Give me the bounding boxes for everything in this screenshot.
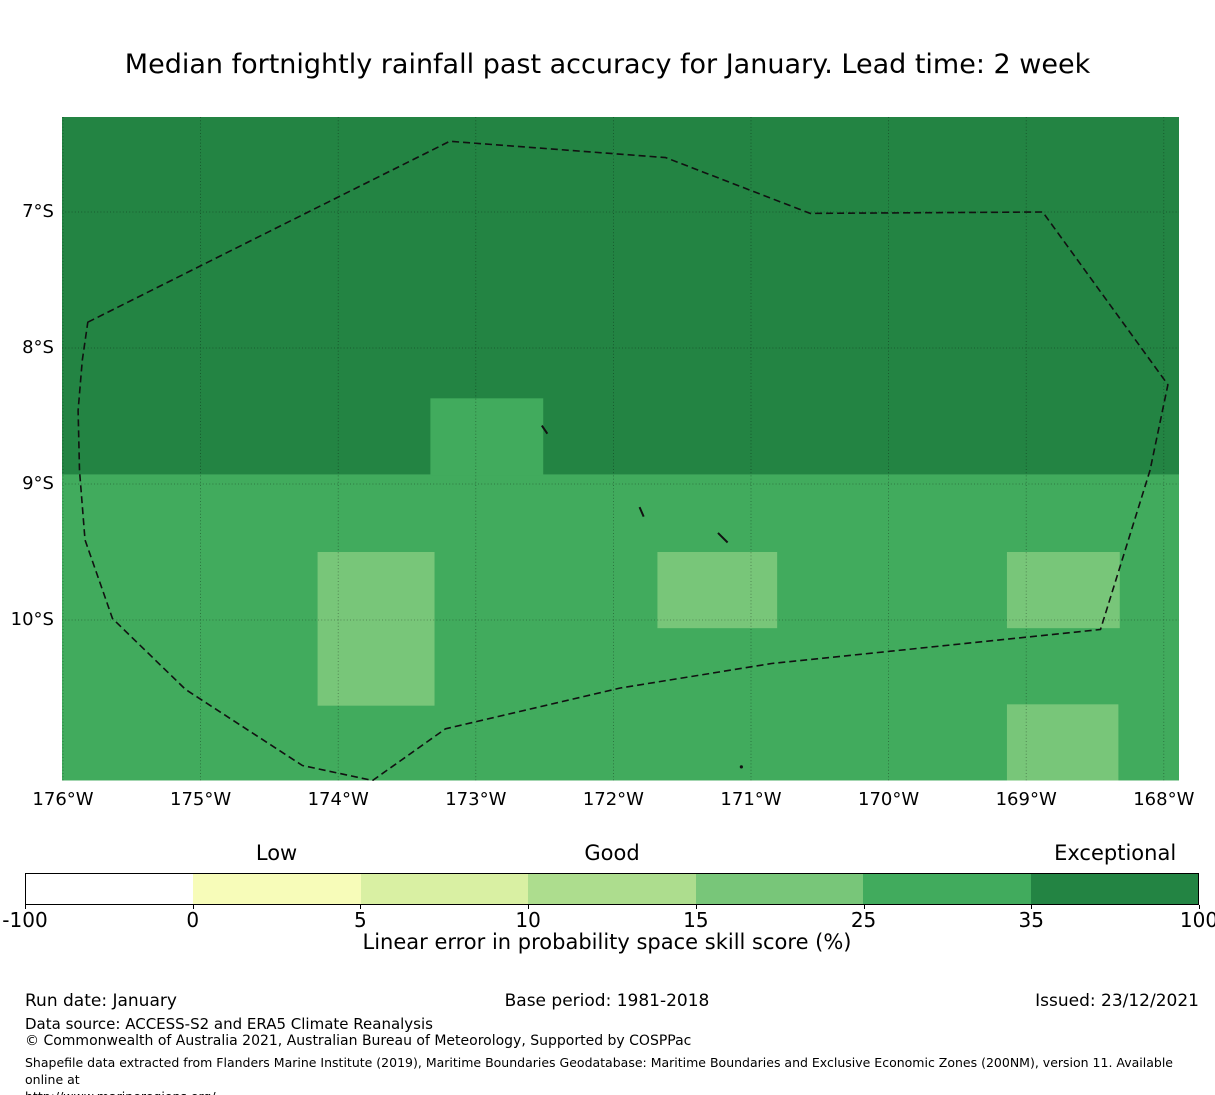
footer-base-period: Base period: 1981-2018 xyxy=(504,991,710,1011)
colorbar-tick-label: 10 xyxy=(515,908,541,932)
x-tick-label: 174°W xyxy=(307,789,369,810)
footer-data-source: Data source: ACCESS-S2 and ERA5 Climate … xyxy=(25,1015,433,1033)
eez-boundary-line xyxy=(77,140,1169,781)
skill-patch-15-25 xyxy=(1006,704,1119,781)
colorbar-tick-mark xyxy=(1031,905,1033,909)
colorbar-caption: Linear error in probability space skill … xyxy=(362,930,852,954)
footer-shapefile-line2: http://www.marineregions.org/. xyxy=(25,1089,1195,1095)
colorbar-tick-mark xyxy=(863,905,865,909)
colorbar-tick-label: 35 xyxy=(1018,908,1045,932)
skill-patch-15-25 xyxy=(1006,552,1120,629)
x-tick-label: 173°W xyxy=(445,789,507,810)
map-canvas xyxy=(62,117,1179,781)
island-mark xyxy=(717,532,729,544)
y-tick-label: 10°S xyxy=(10,609,54,630)
y-tick-label: 8°S xyxy=(22,337,54,358)
colorbar-category-good: Good xyxy=(584,841,640,865)
x-tick-label: 172°W xyxy=(582,789,644,810)
colorbar-tick-mark xyxy=(1199,905,1200,909)
x-tick-label: 175°W xyxy=(170,789,232,810)
colorbar-tick-label: 15 xyxy=(683,908,709,932)
colorbar-category-low: Low xyxy=(255,841,298,865)
colorbar-tick-mark xyxy=(192,905,194,909)
colorbar-tick-label: 5 xyxy=(354,908,367,932)
colorbar-segment-6 xyxy=(1030,874,1198,904)
colorbar-segment-4 xyxy=(695,874,864,904)
skill-band-35-100 xyxy=(62,117,1179,475)
island-mark xyxy=(638,506,645,518)
x-tick-label: 176°W xyxy=(32,789,94,810)
island-mark xyxy=(739,765,743,769)
colorbar-segment-3 xyxy=(528,874,696,904)
colorbar xyxy=(25,873,1199,905)
colorbar-tick-mark xyxy=(360,905,362,909)
skill-patch-15-25 xyxy=(657,552,778,629)
skill-patch-15-25 xyxy=(317,552,435,706)
colorbar-tick-mark xyxy=(25,905,26,909)
colorbar-tick-label: 100 xyxy=(1179,908,1215,932)
colorbar-tick-label: -100 xyxy=(2,908,48,932)
x-tick-label: 168°W xyxy=(1133,789,1195,810)
island-mark xyxy=(541,424,549,435)
footer-copyright: © Commonwealth of Australia 2021, Austra… xyxy=(25,1033,692,1049)
footer-shapefile-line1: Shapefile data extracted from Flanders M… xyxy=(25,1055,1173,1087)
y-tick-label: 9°S xyxy=(22,473,54,494)
footer-issued-date: Issued: 23/12/2021 xyxy=(1035,991,1199,1011)
colorbar-tick-label: 0 xyxy=(186,908,200,932)
footer-shapefile-note: Shapefile data extracted from Flanders M… xyxy=(25,1055,1195,1095)
page-title: Median fortnightly rainfall past accurac… xyxy=(124,49,1091,80)
colorbar-segment-2 xyxy=(360,874,529,904)
footer-run-date: Run date: January xyxy=(25,991,177,1011)
colorbar-segment-1 xyxy=(193,874,361,904)
x-tick-label: 171°W xyxy=(720,789,782,810)
colorbar-tick-mark xyxy=(528,905,530,909)
skill-patch-25-35 xyxy=(430,398,544,476)
colorbar-segment-0 xyxy=(26,874,194,904)
colorbar-segment-5 xyxy=(863,874,1031,904)
x-tick-label: 170°W xyxy=(858,789,920,810)
colorbar-tick-label: 25 xyxy=(850,908,877,932)
colorbar-category-exceptional: Exceptional xyxy=(1054,841,1177,865)
colorbar-tick-mark xyxy=(695,905,697,909)
x-tick-label: 169°W xyxy=(995,789,1057,810)
y-tick-label: 7°S xyxy=(22,201,54,222)
